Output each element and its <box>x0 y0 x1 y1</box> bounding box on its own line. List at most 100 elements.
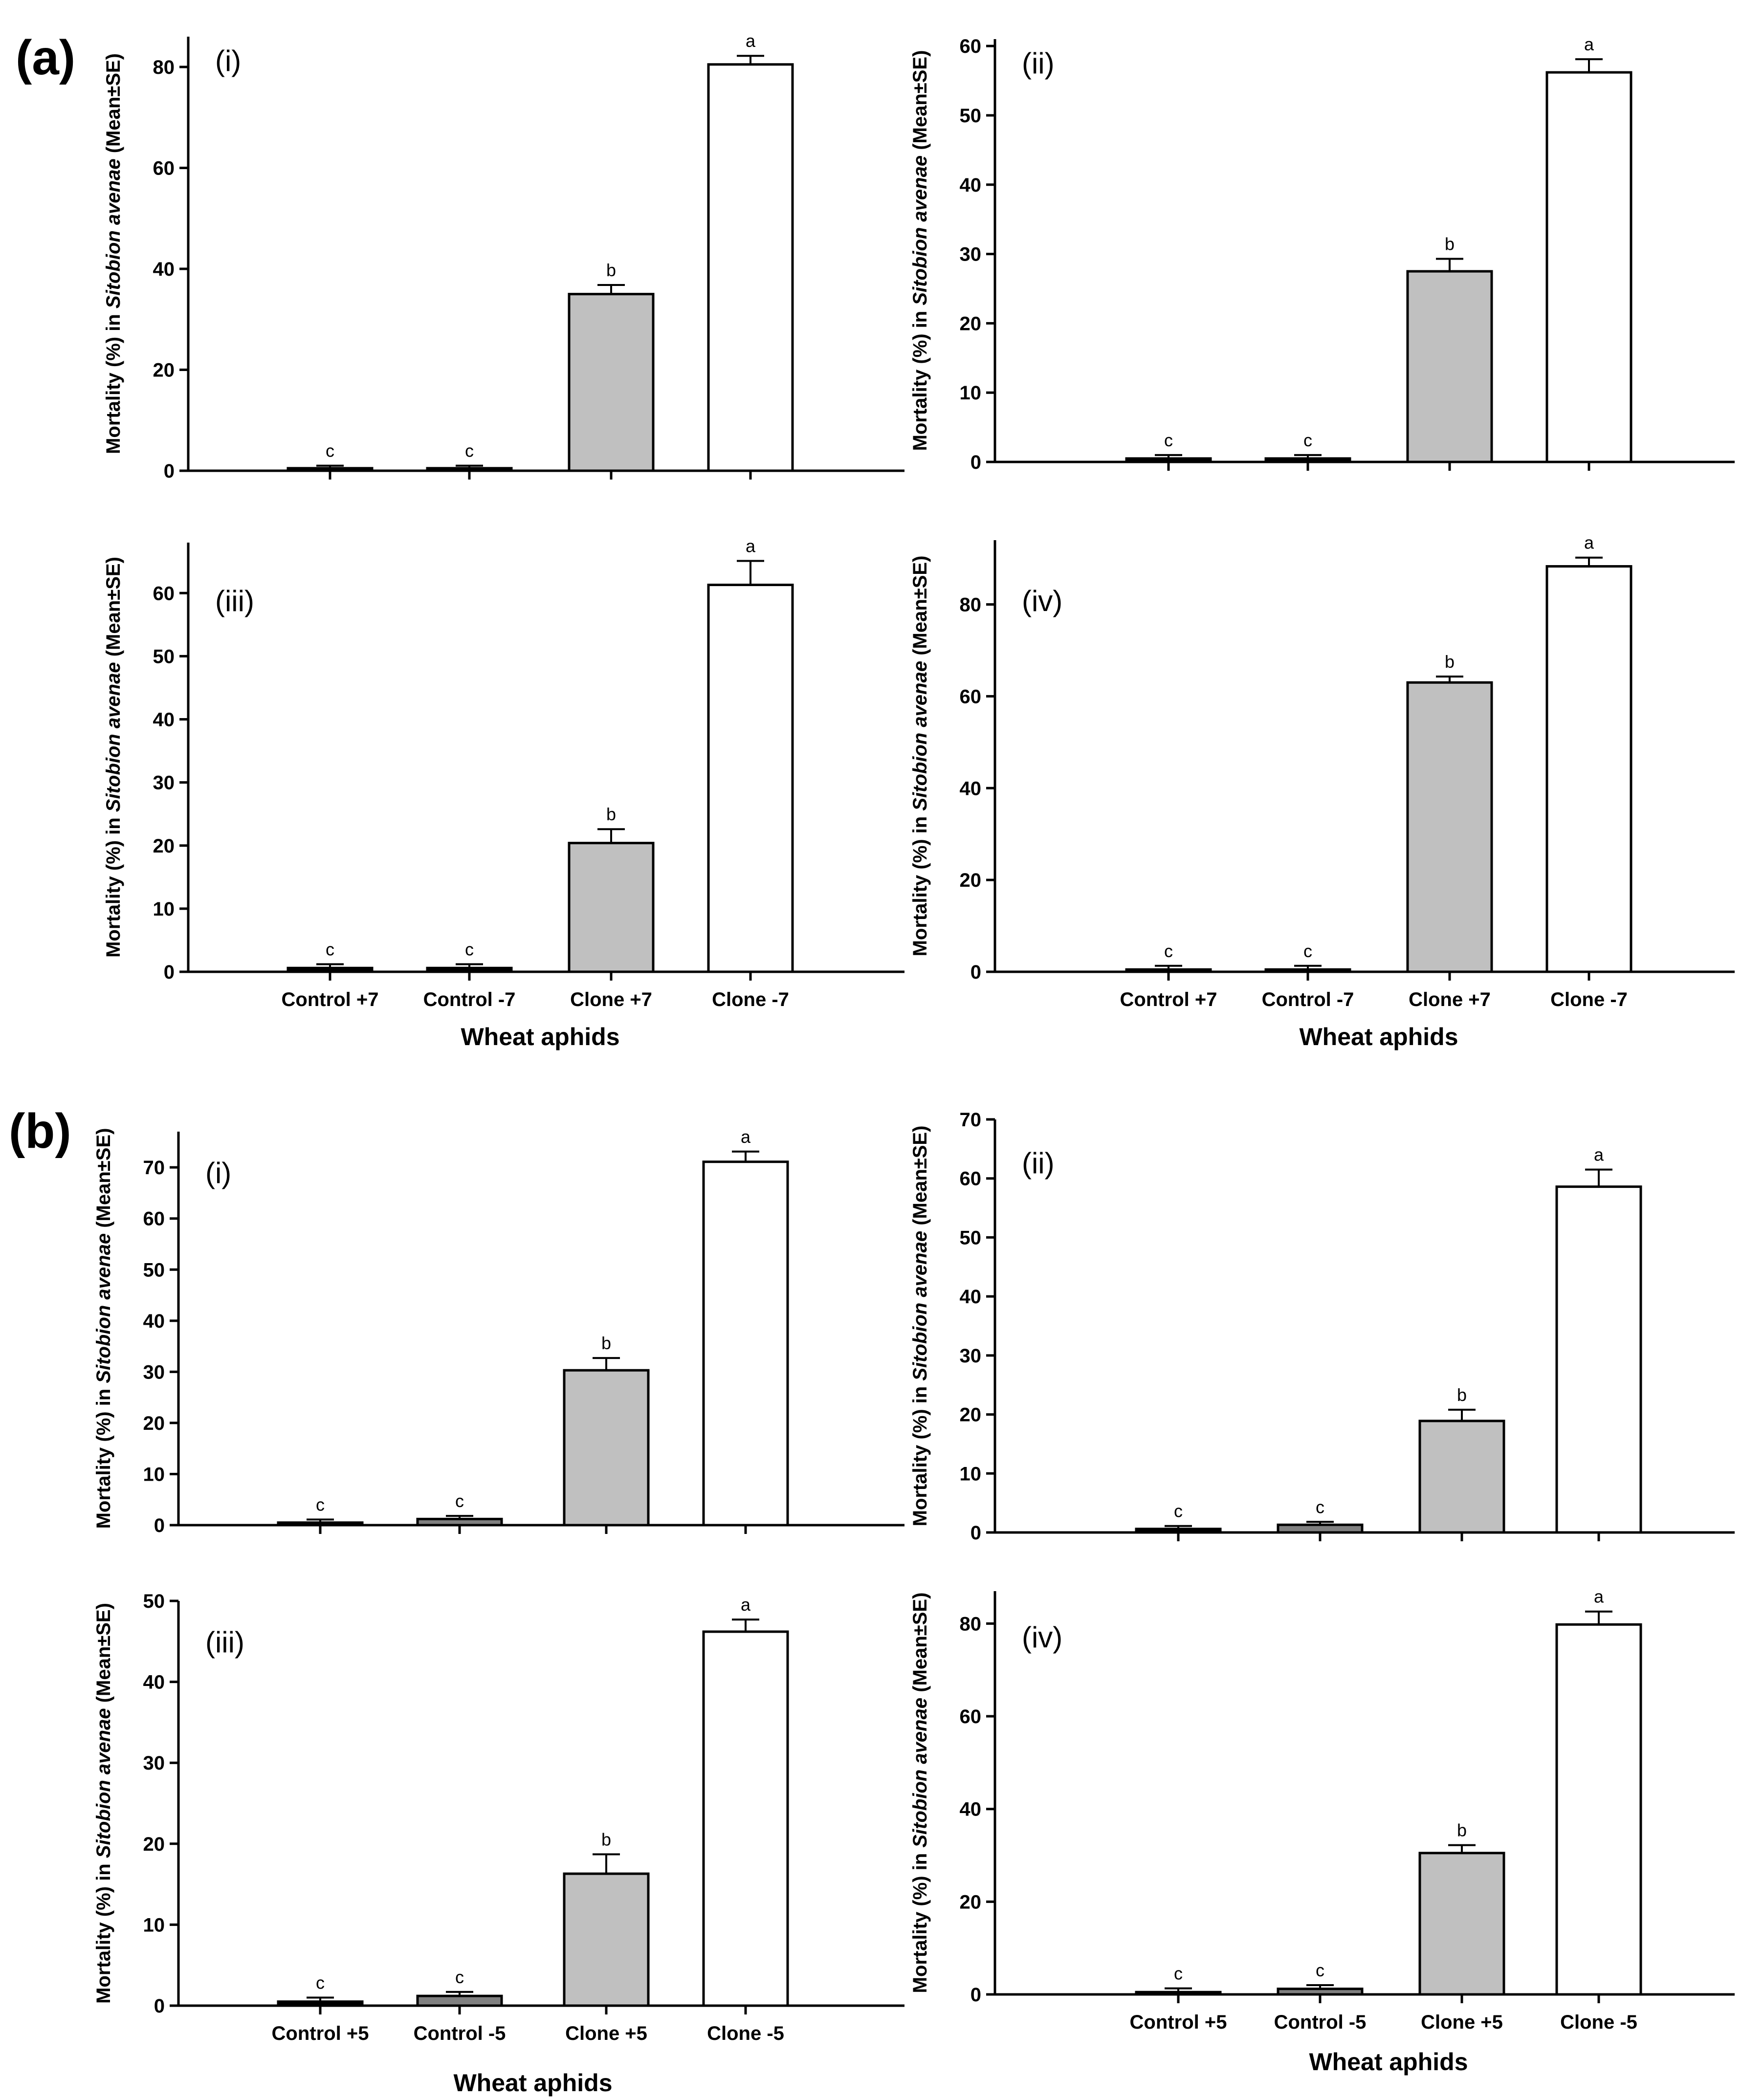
y-tick-label: 20 <box>960 870 982 891</box>
y-tick-label: 30 <box>143 1361 165 1383</box>
y-axis-label-prefix: Mortality (%) in <box>909 306 931 451</box>
y-axis-label-prefix: Mortality (%) in <box>103 812 124 958</box>
significance-letter: c <box>455 1491 464 1511</box>
y-tick-label: 50 <box>153 646 175 667</box>
y-tick-label: 0 <box>970 1522 981 1544</box>
bar <box>1264 457 1351 463</box>
bar <box>1545 565 1632 973</box>
bar <box>416 1994 503 2007</box>
x-axis-label: Wheat aphids <box>1299 1023 1458 1050</box>
y-axis-label-suffix: (Mean±SE) <box>93 1128 114 1233</box>
significance-letter: c <box>455 1967 464 1987</box>
y-axis-label-suffix: (Mean±SE) <box>909 50 931 155</box>
y-tick-label: 80 <box>960 594 982 616</box>
y-tick-label: 20 <box>153 835 175 857</box>
y-tick-label: 10 <box>153 898 175 920</box>
y-tick-label: 30 <box>153 772 175 794</box>
bar <box>1418 1420 1505 1534</box>
significance-letter: b <box>1445 234 1455 254</box>
y-axis-label: Mortality (%) in Sitobion avenae (Mean±S… <box>909 556 931 957</box>
subplot-label: (ii) <box>1022 47 1055 80</box>
y-tick-label: 30 <box>960 1345 982 1367</box>
y-axis-label: Mortality (%) in Sitobion avenae (Mean±S… <box>909 1593 931 1993</box>
significance-letter: a <box>1584 533 1594 553</box>
bar <box>1406 270 1493 463</box>
subplot-a-3: 0 10 20 30 40 50 60 (iii) Mortality (%) in Sitob… <box>103 536 904 1050</box>
y-axis-label-species: Sitobion avenae <box>103 662 124 812</box>
significance-letter: c <box>1303 430 1312 450</box>
subplot-label: (i) <box>215 44 241 77</box>
significance-letter: c <box>326 940 334 960</box>
bar <box>1135 1528 1222 1534</box>
y-axis-label-species: Sitobion avenae <box>93 1233 114 1383</box>
significance-letter: c <box>1174 1964 1183 1984</box>
subplot-a-4: 0 20 40 60 80 (iv) Mortality (%) in Sitobion a… <box>909 533 1735 1050</box>
y-tick-label: 60 <box>153 583 175 604</box>
bar <box>1406 681 1493 973</box>
subplot-label: (iv) <box>1022 585 1062 617</box>
panel-label-b: (b) <box>9 1104 71 1159</box>
y-tick-label: 40 <box>960 1799 982 1820</box>
significance-letter: c <box>316 1972 325 1992</box>
y-axis-label: Mortality (%) in Sitobion avenae (Mean±S… <box>909 50 931 451</box>
bar <box>1277 1523 1364 1534</box>
y-tick-label: 0 <box>154 1995 165 2017</box>
significance-letter: c <box>465 940 474 960</box>
y-tick-label: 50 <box>143 1259 165 1281</box>
significance-letter: a <box>1594 1587 1604 1607</box>
y-axis-label-species: Sitobion avenae <box>909 1698 931 1848</box>
x-tick-label: Control +5 <box>272 2023 369 2044</box>
significance-letter: a <box>746 536 756 556</box>
y-axis-label-suffix: (Mean±SE) <box>93 1603 114 1708</box>
x-tick-label: Clone +7 <box>1409 989 1491 1010</box>
x-axis-label: Wheat aphids <box>1309 2048 1468 2076</box>
bar <box>1555 1623 1642 1996</box>
significance-letter: b <box>601 1829 611 1849</box>
y-axis-label: Mortality (%) in Sitobion avenae (Mean±S… <box>93 1603 114 2004</box>
bar <box>277 1521 364 1527</box>
x-tick-label: Control -5 <box>1274 2012 1367 2033</box>
significance-letter: c <box>316 1495 325 1515</box>
subplot-label: (iv) <box>1022 1621 1062 1654</box>
y-tick-label: 40 <box>960 175 982 196</box>
bar <box>702 1160 789 1527</box>
x-tick-label: Clone +5 <box>565 2023 647 2044</box>
significance-letter: c <box>1303 941 1312 961</box>
bar <box>416 1517 503 1527</box>
y-tick-label: 20 <box>960 1891 982 1913</box>
bar <box>277 2000 364 2007</box>
y-axis-label-suffix: (Mean±SE) <box>909 1126 931 1231</box>
bar <box>568 293 655 472</box>
y-tick-label: 10 <box>143 1464 165 1485</box>
y-tick-label: 60 <box>960 1706 982 1728</box>
y-tick-label: 60 <box>143 1208 165 1230</box>
y-axis-label-species: Sitobion avenae <box>909 155 931 306</box>
bar <box>1418 1852 1505 1996</box>
y-tick-label: 30 <box>960 244 982 265</box>
significance-letter: b <box>606 804 616 824</box>
y-axis-label-species: Sitobion avenae <box>909 1231 931 1381</box>
y-axis-label-prefix: Mortality (%) in <box>909 1848 931 1993</box>
y-tick-label: 0 <box>164 962 175 983</box>
bar <box>1277 1988 1364 1996</box>
y-axis-label-suffix: (Mean±SE) <box>909 556 931 661</box>
significance-letter: a <box>741 1595 751 1615</box>
y-axis-label: Mortality (%) in Sitobion avenae (Mean±S… <box>103 557 124 958</box>
bar <box>1264 968 1351 973</box>
y-tick-label: 80 <box>960 1613 982 1635</box>
y-tick-label: 20 <box>960 313 982 334</box>
y-axis-label-prefix: Mortality (%) in <box>909 1381 931 1527</box>
subplot-a-2: 0 10 20 30 40 50 60 (ii) Mortality (%) in Sitobi… <box>909 34 1735 473</box>
x-tick-label: Clone +7 <box>570 989 652 1010</box>
y-axis-label-prefix: Mortality (%) in <box>103 308 124 454</box>
y-tick-label: 60 <box>960 36 982 57</box>
x-tick-label: Control -7 <box>423 989 516 1010</box>
x-tick-label: Control -5 <box>414 2023 506 2044</box>
significance-letter: c <box>326 441 334 461</box>
y-tick-label: 0 <box>970 452 981 473</box>
y-tick-label: 60 <box>960 686 982 707</box>
y-axis-label-species: Sitobion avenae <box>103 158 124 308</box>
y-axis-label-suffix: (Mean±SE) <box>103 53 124 158</box>
y-tick-label: 40 <box>153 709 175 731</box>
